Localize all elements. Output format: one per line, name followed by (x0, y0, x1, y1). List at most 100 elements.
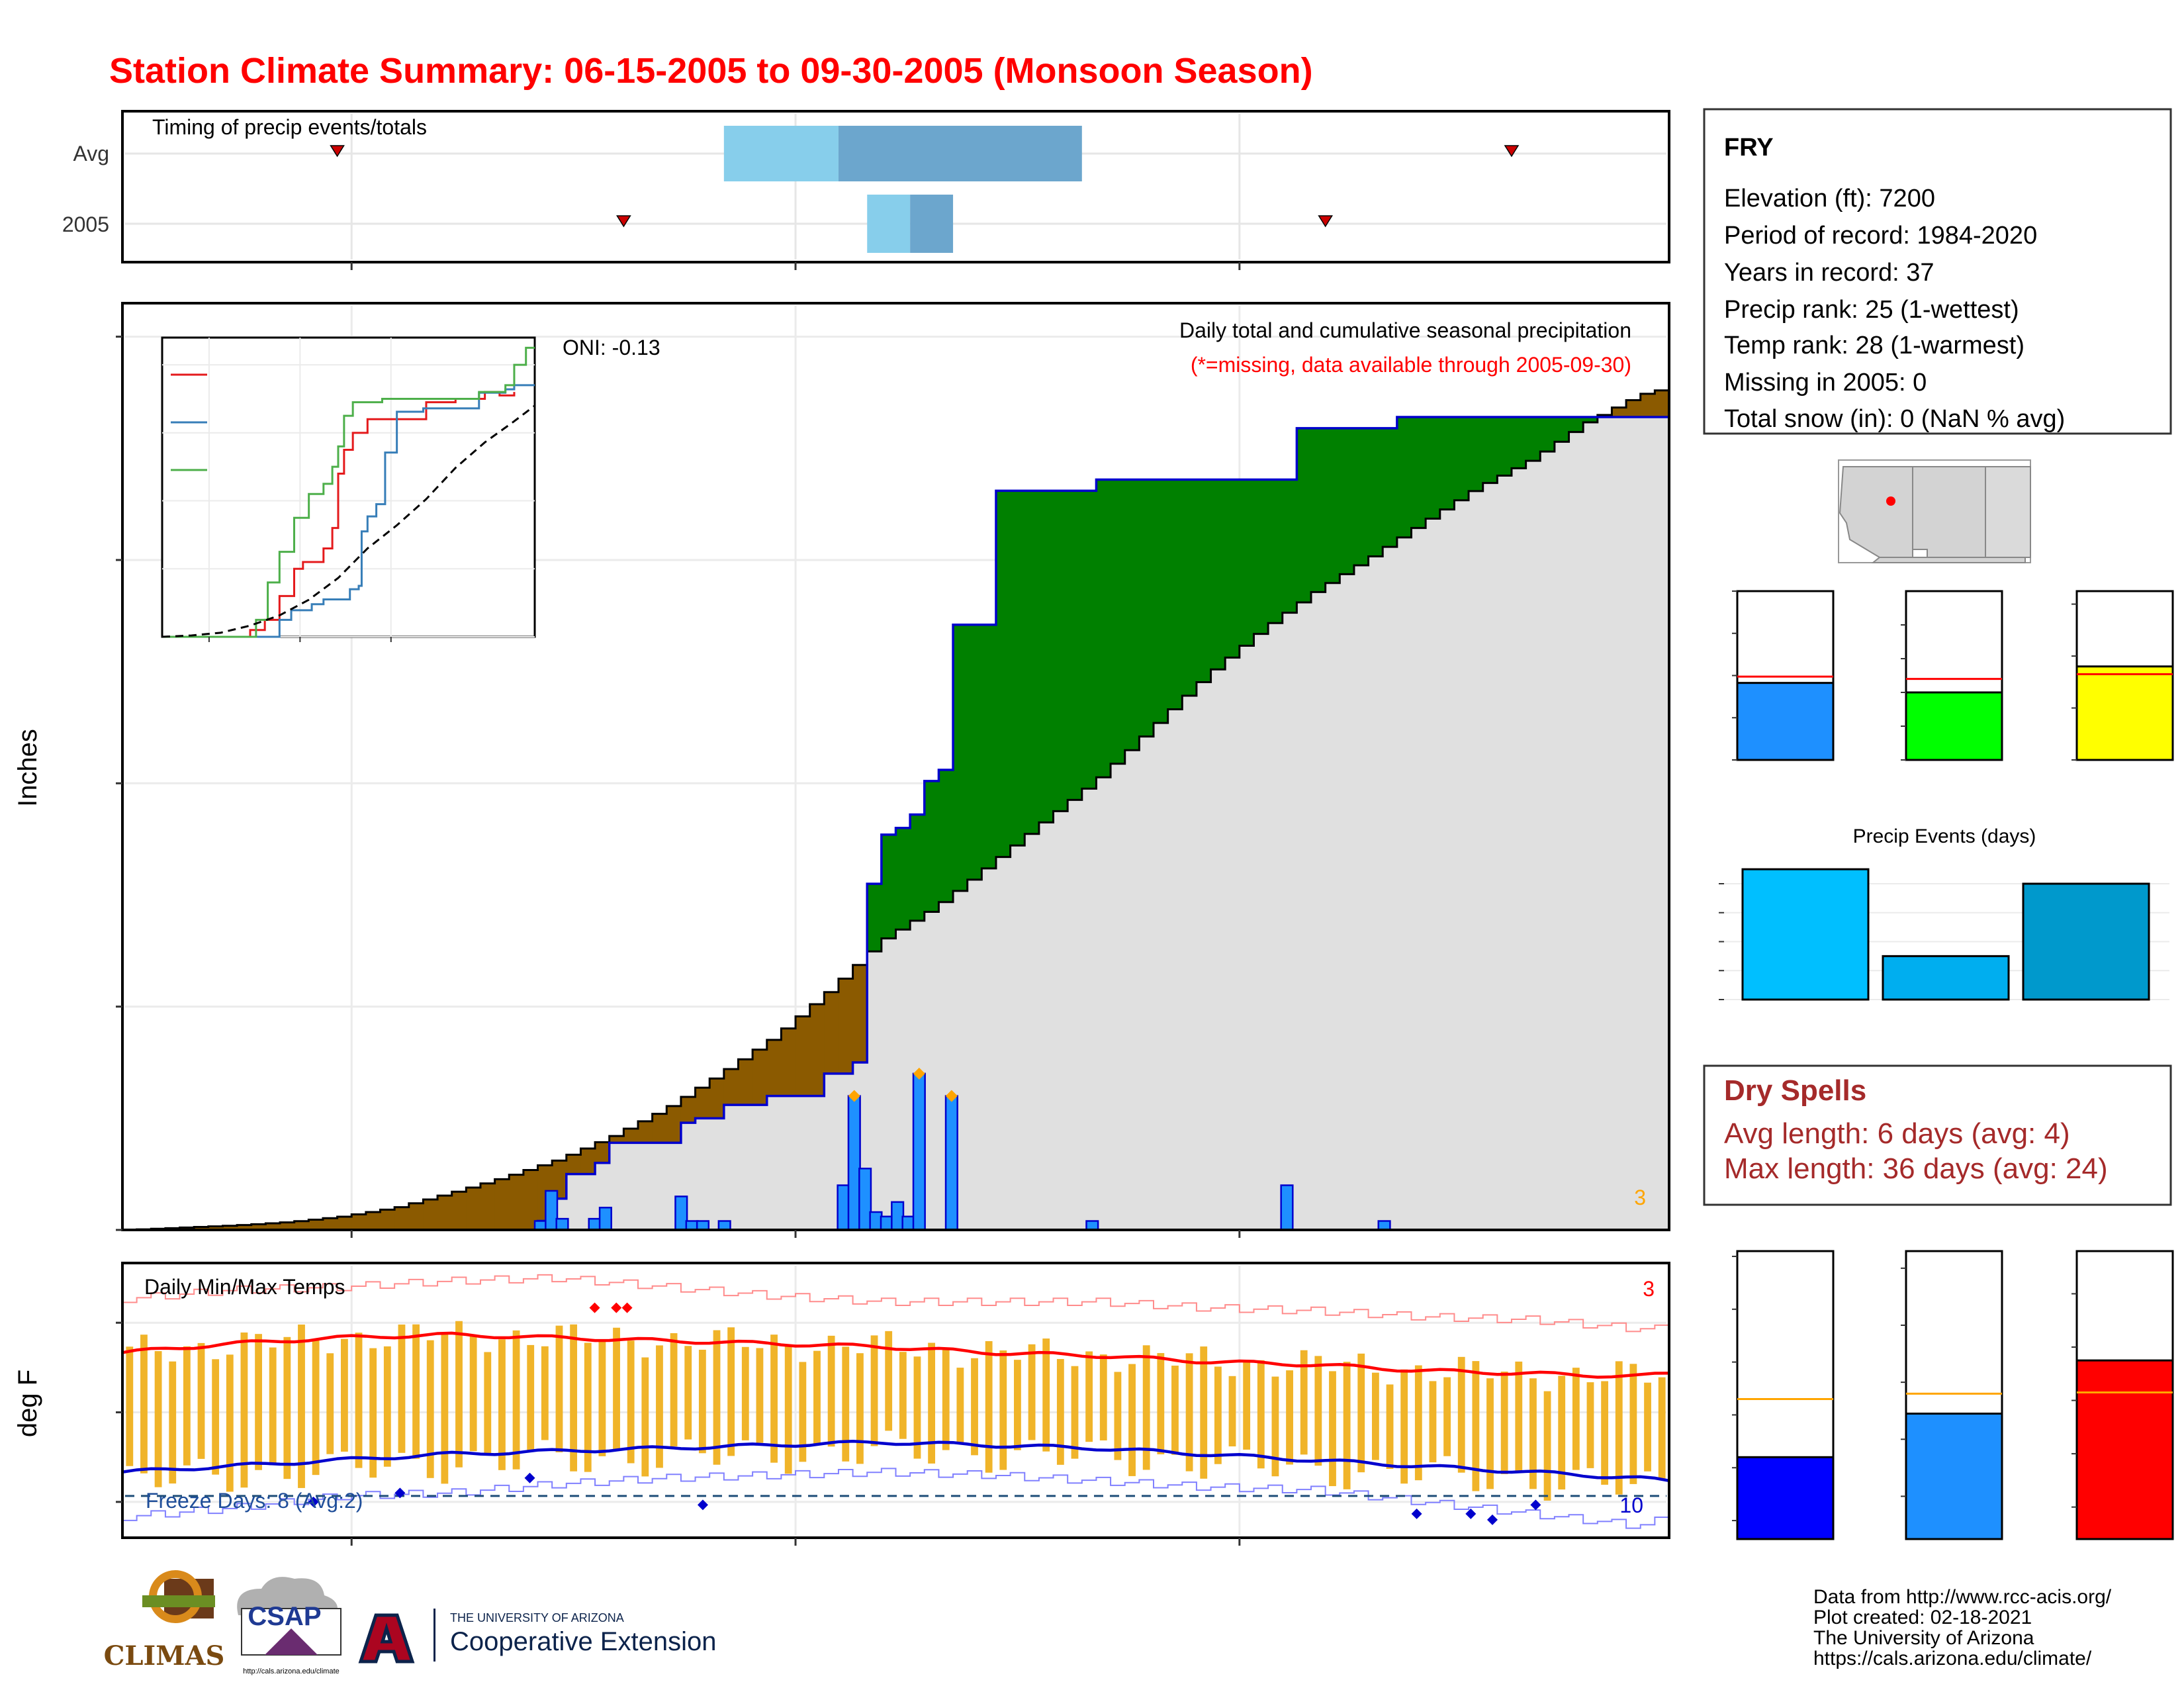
station-line-4: Temp rank: 28 (1-warmest) (1724, 332, 2025, 359)
precip-diff-day-77 (1225, 479, 1240, 658)
precip-diff-day-62 (1010, 491, 1025, 846)
daily-temp-bar-107 (1658, 1377, 1666, 1480)
avg-max-line (122, 1331, 1670, 1379)
daily-temp-bar-26 (498, 1339, 506, 1470)
precip-diff-day-55 (910, 814, 925, 921)
daily-precip-bar-2 (555, 1217, 569, 1231)
daily-temp-bar-31 (570, 1324, 578, 1472)
daily-temp-bar-82 (1300, 1350, 1308, 1455)
precip-diff-day-21 (423, 1199, 438, 1230)
daily-temp-bar-5 (197, 1342, 205, 1459)
record-cold-marker-1 (394, 1487, 406, 1499)
precip-diff-day-84 (1325, 428, 1340, 583)
events-bar-2 (2022, 882, 2150, 1001)
map-newmexico-shape (1912, 466, 1986, 558)
timing-last-marker-1 (1318, 215, 1334, 228)
daily-temp-bar-50 (842, 1346, 850, 1462)
precip-diff-day-50 (838, 978, 854, 1074)
map-mexico-shape (1871, 557, 2026, 563)
precip-diff-day-16 (351, 1214, 367, 1230)
footer-line-3: https://cals.arizona.edu/climate/ (1813, 1648, 2092, 1669)
precip-diff-day-86 (1353, 428, 1369, 566)
temp-bars (1732, 1250, 2174, 1540)
date-x-axis (350, 262, 1241, 1546)
daily-precip-bar-6 (685, 1220, 699, 1231)
daily-temp-bar-22 (441, 1333, 449, 1484)
record-cold-marker-7 (1530, 1499, 1541, 1511)
daily-temp-bar-98 (1529, 1378, 1537, 1489)
timing-row-2005-label: 2005 (62, 212, 109, 236)
precip-diff-day-79 (1253, 479, 1269, 634)
timing-box-25-50-1 (867, 195, 911, 253)
daily-temp-bar-38 (670, 1333, 678, 1447)
temp-bar-2 (2075, 1359, 2174, 1540)
record-min-line (122, 1468, 1669, 1529)
daily-temp-bar-8 (240, 1332, 248, 1488)
daily-temp-bar-77 (1228, 1376, 1236, 1447)
daily-temp-bar-62 (1014, 1360, 1021, 1450)
precip-y-axis-label: Inches (13, 729, 42, 807)
precip-diff-day-93 (1454, 417, 1469, 500)
daily-temp-bar-99 (1543, 1391, 1551, 1501)
station-line-2: Years in record: 37 (1724, 259, 1934, 287)
footer-line-0: Data from http://www.rcc-acis.org/ (1813, 1586, 2112, 1608)
ua-bottom-text: Cooperative Extension (450, 1627, 716, 1656)
precip-diff-day-56 (924, 780, 940, 912)
daily-precip-bar-7 (696, 1220, 710, 1231)
station-name: FRY (1724, 134, 1774, 162)
daily-temp-bar-25 (484, 1352, 492, 1456)
precip-diff-day-67 (1081, 491, 1097, 789)
page-title: Station Climate Summary: 06-15-2005 to 0… (109, 51, 1313, 91)
daily-precip-bar-9 (837, 1184, 850, 1231)
precip-diff-day-58 (953, 624, 968, 891)
precip-diff-day-73 (1167, 479, 1183, 710)
daily-temp-bar-61 (999, 1350, 1007, 1470)
daily-precip-bar-10 (847, 1095, 861, 1231)
ua-logo: THE UNIVERSITY OF ARIZONA Cooperative Ex… (358, 1609, 716, 1664)
record-max-line (122, 1274, 1669, 1333)
daily-precip-bar-14 (891, 1201, 905, 1231)
precip-corner-count: 3 (1634, 1186, 1646, 1209)
precip-diff-day-63 (1024, 491, 1040, 834)
precip-diff-day-75 (1196, 479, 1212, 682)
station-line-0: Elevation (ft): 7200 (1724, 185, 1935, 212)
precip-diff-day-54 (895, 827, 911, 930)
precip-diff-day-51 (852, 964, 868, 1062)
temps-content (122, 1274, 1670, 1529)
daily-temp-bar-41 (713, 1330, 721, 1465)
daily-temp-bar-44 (756, 1348, 764, 1443)
daily-temp-bar-32 (584, 1342, 592, 1472)
daily-precip-bar-12 (869, 1211, 883, 1231)
daily-temp-bar-58 (956, 1368, 964, 1442)
precip-diff-day-87 (1368, 428, 1383, 557)
footer-credits: Data from http://www.rcc-acis.org/ Plot … (1813, 1586, 2112, 1669)
daily-temp-bar-23 (455, 1321, 463, 1468)
map-texas-shape (1985, 466, 2031, 558)
daily-temp-bar-36 (641, 1357, 649, 1477)
footer-line-2: The University of Arizona (1813, 1627, 2034, 1649)
daily-temp-bar-29 (541, 1346, 549, 1440)
daily-temp-bar-60 (985, 1341, 993, 1473)
daily-precip-bar-5 (674, 1196, 688, 1231)
precip-diff-day-89 (1396, 417, 1412, 538)
precip-diff-day-18 (380, 1209, 395, 1230)
daily-temp-bar-15 (340, 1338, 348, 1452)
dry-spells-title: Dry Spells (1724, 1074, 1866, 1107)
daily-temp-bar-101 (1572, 1368, 1580, 1470)
station-frame (1703, 108, 2172, 435)
precip-diff-day-107 (1655, 390, 1670, 418)
daily-temp-bar-59 (971, 1358, 978, 1456)
precip-diff-day-47 (796, 1016, 811, 1096)
daily-temp-bar-42 (727, 1327, 735, 1456)
precip-diff-day-42 (723, 1069, 739, 1105)
temp-bar-0 (1736, 1456, 1835, 1540)
precip-subtitle: Daily total and cumulative seasonal prec… (1179, 318, 1631, 342)
temps-count-hot: 3 (1643, 1277, 1655, 1301)
precip-frame (121, 302, 1670, 1231)
climas-logo-text: CLIMAS (104, 1640, 225, 1671)
csap-mountain-shape (265, 1628, 318, 1655)
precip-diff-day-83 (1311, 428, 1326, 592)
daily-temp-bar-20 (412, 1324, 420, 1459)
precip-diff-day-88 (1383, 428, 1398, 547)
